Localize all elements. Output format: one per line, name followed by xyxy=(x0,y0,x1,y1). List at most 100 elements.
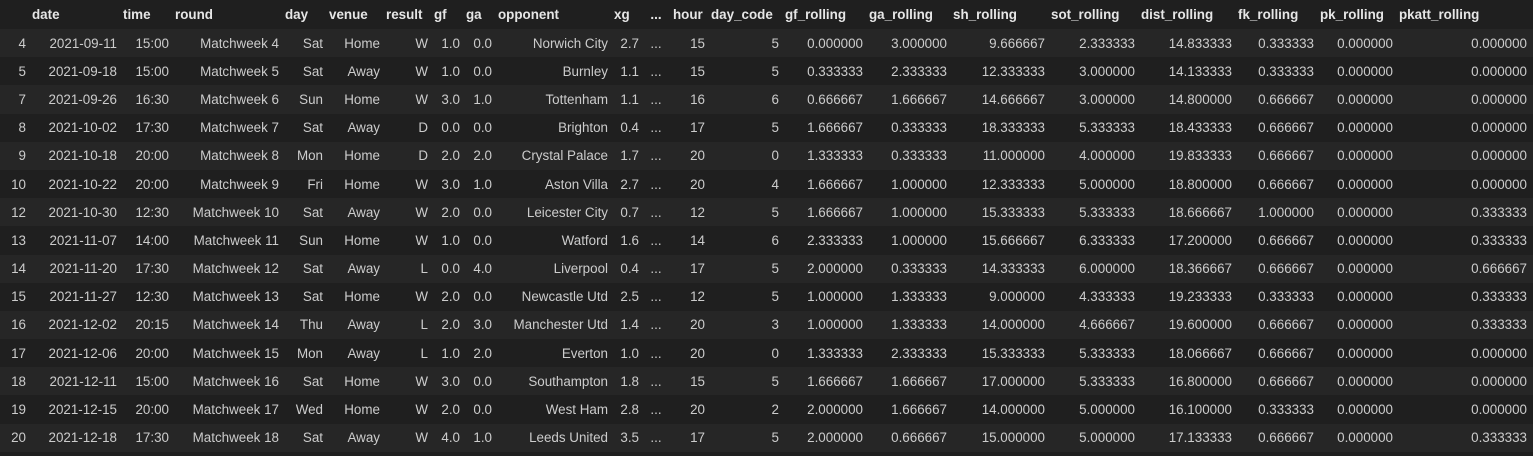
table-cell: 1.000000 xyxy=(869,169,953,199)
table-cell: 1.666667 xyxy=(785,367,869,396)
table-cell: 5 xyxy=(711,198,785,227)
table-cell: 0.000000 xyxy=(1320,310,1399,340)
table-cell: Home xyxy=(329,226,386,255)
table-cell: 16 xyxy=(673,85,711,114)
table-cell: 15 xyxy=(673,367,711,396)
table-header: date time round day venue result gf ga opponent x… xyxy=(0,0,1533,29)
table-cell: 1.0 xyxy=(614,339,645,368)
table-cell: Matchweek 4 xyxy=(175,29,285,58)
column-header: pkatt_rolling xyxy=(1399,7,1480,22)
table-cell: 2021-11-20 xyxy=(32,254,123,283)
table-cell: Sat xyxy=(285,198,329,227)
table-cell: 5.333333 xyxy=(1051,113,1141,142)
table-cell: 14.333333 xyxy=(953,254,1051,283)
table-cell: 15.333333 xyxy=(953,339,1051,368)
table-cell: 6 xyxy=(711,226,785,255)
table-row: 14 2021-11-20 17:30 Matchweek 12 Sat Away L 0.0… xyxy=(0,254,1533,283)
table-cell: Sat xyxy=(285,282,329,311)
table-cell: W xyxy=(386,423,434,452)
table-row: 20 2021-12-18 17:30 Matchweek 18 Sat Away W 4.0… xyxy=(0,423,1533,452)
table-cell: 2021-12-06 xyxy=(32,339,123,368)
table-cell: 1.4 xyxy=(614,310,645,340)
table-cell: 14.000000 xyxy=(953,310,1051,340)
table-cell: Matchweek 10 xyxy=(175,198,285,227)
column-header: day_code xyxy=(711,7,773,22)
table-cell: 0.333333 xyxy=(1399,282,1533,311)
column-header: gf_rolling xyxy=(785,7,846,22)
table-cell: 1.000000 xyxy=(785,310,869,340)
table-cell: Sat xyxy=(285,367,329,396)
table-cell: 0.000000 xyxy=(1399,141,1533,170)
table-cell: 2021-09-18 xyxy=(32,57,123,86)
table-cell: 1.0 xyxy=(434,29,466,58)
row-index: 9 xyxy=(0,141,32,170)
table-cell: W xyxy=(386,282,434,311)
table-cell: 5 xyxy=(711,367,785,396)
table-cell: 2021-09-11 xyxy=(32,29,123,58)
row-index: 4 xyxy=(0,29,32,58)
table-cell: 0.0 xyxy=(466,367,498,396)
table-cell: 0.333333 xyxy=(869,254,953,283)
table-cell: 9.666667 xyxy=(953,29,1051,58)
table-cell: 15 xyxy=(673,29,711,58)
column-header: pk_rolling xyxy=(1320,7,1384,22)
table-cell: 0.666667 xyxy=(1399,254,1533,283)
table-cell: 17.200000 xyxy=(1141,226,1238,255)
table-cell: 4.000000 xyxy=(1051,141,1141,170)
index-header xyxy=(0,0,32,29)
table-cell: 0.000000 xyxy=(1320,282,1399,311)
table-cell: Matchweek 11 xyxy=(175,226,285,255)
table-cell: ... xyxy=(645,198,673,227)
table-cell: Home xyxy=(329,85,386,114)
table-cell: W xyxy=(386,57,434,86)
table-cell: 3.0 xyxy=(434,169,466,199)
table-cell: 2.7 xyxy=(614,29,645,58)
table-cell: 2 xyxy=(711,395,785,424)
row-index: 19 xyxy=(0,395,32,424)
table-cell: Matchweek 17 xyxy=(175,395,285,424)
table-cell: 14.833333 xyxy=(1141,29,1238,58)
table-cell: 0.666667 xyxy=(1238,367,1320,396)
column-header: venue xyxy=(329,7,368,22)
table-cell: 0.0 xyxy=(466,282,498,311)
table-cell: Leeds United xyxy=(498,423,614,452)
table-cell: 15.000000 xyxy=(953,423,1051,452)
table-cell: Leicester City xyxy=(498,198,614,227)
table-cell: 0.0 xyxy=(434,113,466,142)
table-cell: 0.0 xyxy=(434,254,466,283)
column-header: round xyxy=(175,7,213,22)
table-row: 12 2021-10-30 12:30 Matchweek 10 Sat Away W 2.0… xyxy=(0,198,1533,227)
table-cell: 1.666667 xyxy=(869,367,953,396)
column-header: sot_rolling xyxy=(1051,7,1120,22)
table-cell: West Ham xyxy=(498,395,614,424)
table-cell: ... xyxy=(645,169,673,199)
table-cell: 16:30 xyxy=(123,85,175,114)
table-cell: 0.000000 xyxy=(1320,423,1399,452)
table-cell: 0.000000 xyxy=(1320,198,1399,227)
row-index: 14 xyxy=(0,254,32,283)
table-cell: Away xyxy=(329,57,386,86)
column-header: fk_rolling xyxy=(1238,7,1299,22)
table-cell: 0.333333 xyxy=(869,141,953,170)
table-cell: 2021-12-11 xyxy=(32,367,123,396)
table-cell: 0.333333 xyxy=(1238,282,1320,311)
table-cell: 0.000000 xyxy=(1399,57,1533,86)
table-cell: 20:15 xyxy=(123,310,175,340)
table-cell: 19.833333 xyxy=(1141,141,1238,170)
table-cell: ... xyxy=(645,367,673,396)
table-cell: 1.0 xyxy=(434,226,466,255)
table-cell: 0 xyxy=(711,339,785,368)
table-cell: Norwich City xyxy=(498,29,614,58)
table-cell: 2021-12-18 xyxy=(32,423,123,452)
table-cell: 1.333333 xyxy=(869,310,953,340)
table-cell: 3.000000 xyxy=(1051,85,1141,114)
table-cell: Mon xyxy=(285,141,329,170)
table-cell: 5 xyxy=(711,29,785,58)
row-index: 12 xyxy=(0,198,32,227)
table-cell: 2021-10-02 xyxy=(32,113,123,142)
table-cell: 2.333333 xyxy=(785,226,869,255)
table-cell: 0.333333 xyxy=(1238,395,1320,424)
table-cell: 5.333333 xyxy=(1051,198,1141,227)
table-cell: 2.0 xyxy=(434,310,466,340)
table-cell: 0.666667 xyxy=(1238,254,1320,283)
